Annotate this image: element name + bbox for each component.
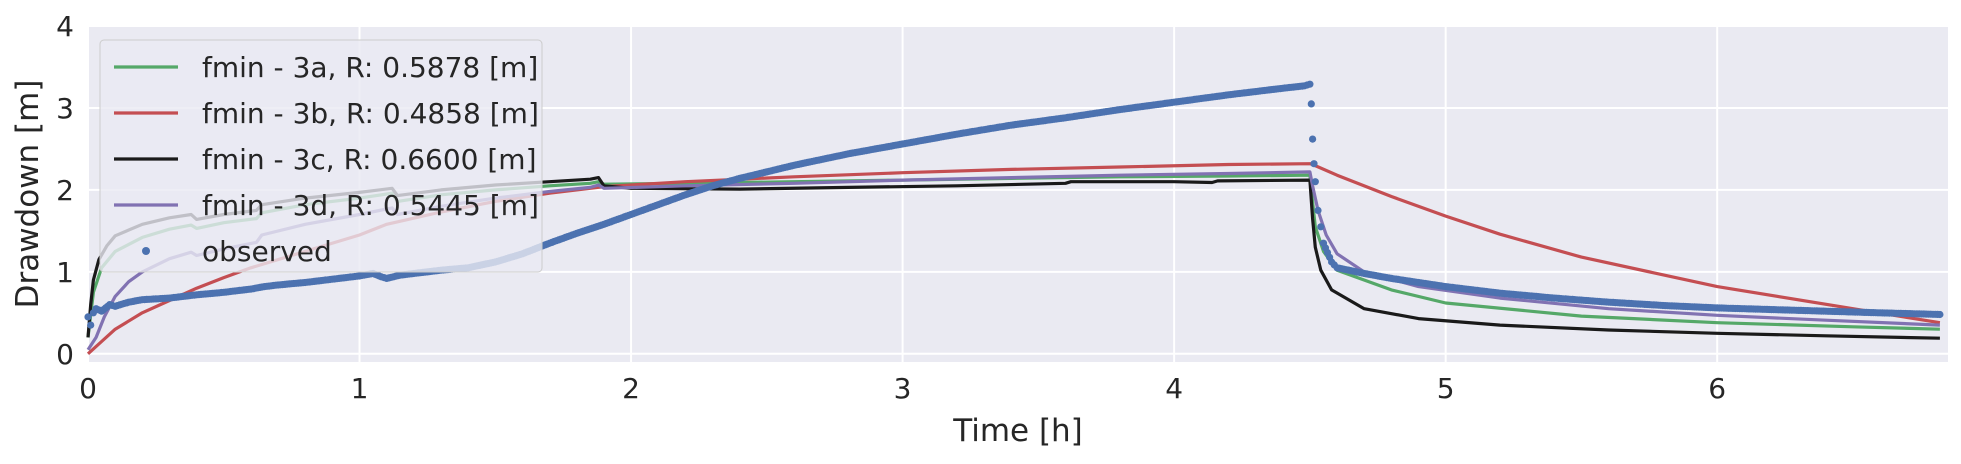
legend-label-4: fmin - 3d, R: 0.5445 [m]: [202, 189, 539, 222]
y-tick-label: 2: [56, 174, 74, 207]
y-tick-label: 0: [56, 338, 74, 371]
legend-label-2: fmin - 3b, R: 0.4858 [m]: [202, 97, 539, 130]
y-tick-label: 1: [56, 256, 74, 289]
x-tick-labels: 0 1 2 3 4 5 6: [79, 372, 1726, 405]
x-tick-label: 5: [1437, 372, 1455, 405]
observed-point: [1936, 310, 1944, 319]
legend-swatch-observed: [142, 247, 150, 255]
legend: fmin - 3a, R: 0.5878 [m] fmin - 3b, R: 0.…: [99, 39, 543, 273]
observed-point: [87, 321, 95, 329]
y-tick-label: 3: [56, 92, 74, 125]
y-axis-label: Drawdown [m]: [10, 80, 46, 309]
x-tick-label: 3: [894, 372, 912, 405]
observed-point: [1314, 206, 1322, 214]
observed-point: [1311, 178, 1319, 186]
y-tick-labels: 0 1 2 3 4: [56, 10, 74, 371]
y-tick-label: 4: [56, 10, 74, 43]
x-tick-label: 1: [351, 372, 369, 405]
observed-point: [1317, 223, 1325, 231]
x-tick-label: 6: [1708, 372, 1726, 405]
observed-point: [1307, 100, 1315, 108]
legend-label-1: fmin - 3a, R: 0.5878 [m]: [202, 51, 538, 84]
series-line-2: [86, 162, 1941, 355]
observed-point: [1306, 80, 1314, 88]
observed-point: [84, 313, 92, 321]
x-tick-label: 4: [1165, 372, 1183, 405]
legend-label-5: observed: [202, 235, 332, 268]
x-tick-label: 0: [79, 372, 97, 405]
observed-point: [1309, 135, 1317, 143]
x-axis-label: Time [h]: [952, 413, 1083, 449]
legend-items: fmin - 3a, R: 0.5878 [m] fmin - 3b, R: 0.…: [114, 51, 539, 268]
x-tick-label: 2: [622, 372, 640, 405]
observed-point: [1310, 160, 1318, 168]
legend-box: [99, 39, 543, 273]
legend-label-3: fmin - 3c, R: 0.6600 [m]: [202, 143, 537, 176]
